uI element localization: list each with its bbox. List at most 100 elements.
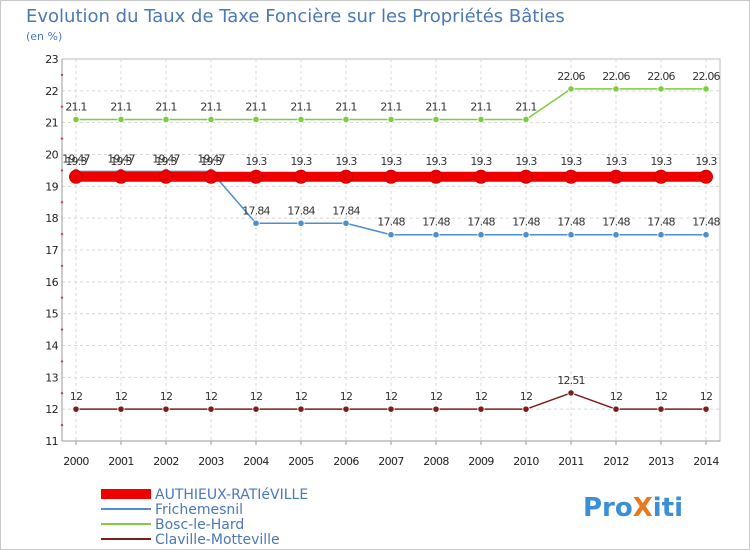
data-label: 19.3 — [65, 155, 87, 168]
data-label: 17.48 — [467, 216, 495, 229]
x-tick-label: 2002 — [153, 455, 179, 468]
data-label: 17.48 — [377, 216, 405, 229]
data-label: 17.48 — [512, 216, 540, 229]
data-label: 19.3 — [335, 155, 357, 168]
series-3: 12 12 12 12 12 12 12 12 12 12 12 12.51 12 12 12 — [70, 374, 713, 413]
data-point — [654, 169, 668, 184]
data-point — [342, 219, 350, 227]
data-point — [297, 219, 305, 227]
data-label: 21.1 — [65, 100, 86, 113]
data-point — [477, 231, 485, 239]
data-point — [657, 85, 665, 93]
data-point — [519, 169, 533, 184]
logo-part: Pro — [583, 493, 633, 523]
data-label: 12 — [115, 390, 127, 403]
data-point — [477, 115, 485, 124]
data-point — [432, 405, 440, 413]
logo-text: ProXiti — [583, 493, 683, 523]
data-point — [297, 115, 305, 124]
data-label: 19.3 — [380, 155, 402, 168]
data-label: 19.3 — [155, 155, 177, 168]
logo-part: iti — [653, 493, 683, 523]
y-tick-label: 16 — [45, 276, 58, 289]
data-point — [522, 405, 530, 413]
data-point — [204, 169, 218, 184]
data-point — [567, 85, 575, 93]
x-tick-label: 2005 — [288, 455, 314, 468]
y-tick-label: 22 — [45, 85, 58, 98]
x-tick-label: 2001 — [108, 455, 134, 468]
data-label: 19.47 — [62, 152, 90, 165]
data-point — [387, 231, 395, 239]
data-point — [339, 169, 353, 184]
data-point — [72, 405, 80, 413]
y-tick-label: 19 — [45, 180, 58, 193]
data-label: 19.3 — [470, 155, 492, 168]
data-label: 19.47 — [197, 152, 225, 165]
legend-swatch — [101, 489, 151, 499]
x-tick-label: 2011 — [558, 455, 584, 468]
data-label: 19.3 — [245, 155, 267, 168]
data-point — [252, 405, 260, 413]
data-label: 21.1 — [110, 100, 131, 113]
y-tick-label: 20 — [45, 149, 58, 162]
data-label: 21.1 — [155, 100, 176, 113]
data-point — [249, 169, 263, 184]
data-label: 21.1 — [515, 100, 536, 113]
data-label: 17.48 — [422, 216, 450, 229]
legend-label: Bosc-le-Hard — [155, 517, 244, 533]
data-label: 12 — [385, 390, 397, 403]
data-label: 22.06 — [647, 70, 675, 83]
proxiti-logo: ProXiti — [583, 493, 683, 523]
data-point — [474, 169, 488, 184]
data-point — [342, 115, 350, 124]
data-label: 19.3 — [515, 155, 537, 168]
data-label: 21.1 — [470, 100, 491, 113]
legend-swatch — [101, 508, 151, 510]
data-label: 19.3 — [290, 155, 312, 168]
data-point — [387, 115, 395, 124]
data-label: 12 — [160, 390, 172, 403]
y-tick-label: 18 — [45, 212, 58, 225]
data-label: 12 — [340, 390, 352, 403]
y-tick-label: 13 — [45, 371, 58, 384]
data-point — [387, 405, 395, 413]
legend-label: AUTHIEUX-RATIéVILLE — [155, 487, 308, 503]
data-label: 12 — [655, 390, 667, 403]
data-label: 19.3 — [200, 155, 222, 168]
data-label: 22.06 — [602, 70, 630, 83]
data-point — [657, 405, 665, 413]
x-tick-label: 2008 — [423, 455, 449, 468]
data-point — [612, 405, 620, 413]
data-point — [567, 389, 575, 397]
data-point — [564, 169, 578, 184]
data-label: 19.47 — [107, 152, 135, 165]
y-tick-label: 17 — [45, 244, 58, 257]
data-point — [609, 169, 623, 184]
data-label: 19.3 — [605, 155, 627, 168]
data-point — [702, 405, 710, 413]
data-point — [657, 231, 665, 239]
data-point — [477, 405, 485, 413]
data-point — [612, 85, 620, 93]
data-label: 12 — [250, 390, 262, 403]
series-2: 21.1 21.1 21.1 21.1 21.1 21.1 21.1 21.1 21.1 21.1… — [65, 70, 721, 124]
y-tick-label: 11 — [45, 435, 58, 448]
y-tick-label: 21 — [45, 117, 58, 130]
data-label: 12 — [520, 390, 532, 403]
data-label: 12 — [610, 390, 622, 403]
y-tick-label: 14 — [45, 340, 58, 353]
x-tick-label: 2010 — [513, 455, 539, 468]
data-point — [162, 405, 170, 413]
x-tick-label: 2014 — [693, 455, 719, 468]
data-label: 22.06 — [692, 70, 720, 83]
x-tick-label: 2013 — [648, 455, 674, 468]
legend-label: Claville-Motteville — [155, 532, 280, 548]
data-point — [342, 405, 350, 413]
legend-swatch — [101, 538, 151, 540]
x-tick-label: 2006 — [333, 455, 359, 468]
data-label: 12 — [295, 390, 307, 403]
data-point — [117, 115, 125, 124]
data-point — [429, 169, 443, 184]
